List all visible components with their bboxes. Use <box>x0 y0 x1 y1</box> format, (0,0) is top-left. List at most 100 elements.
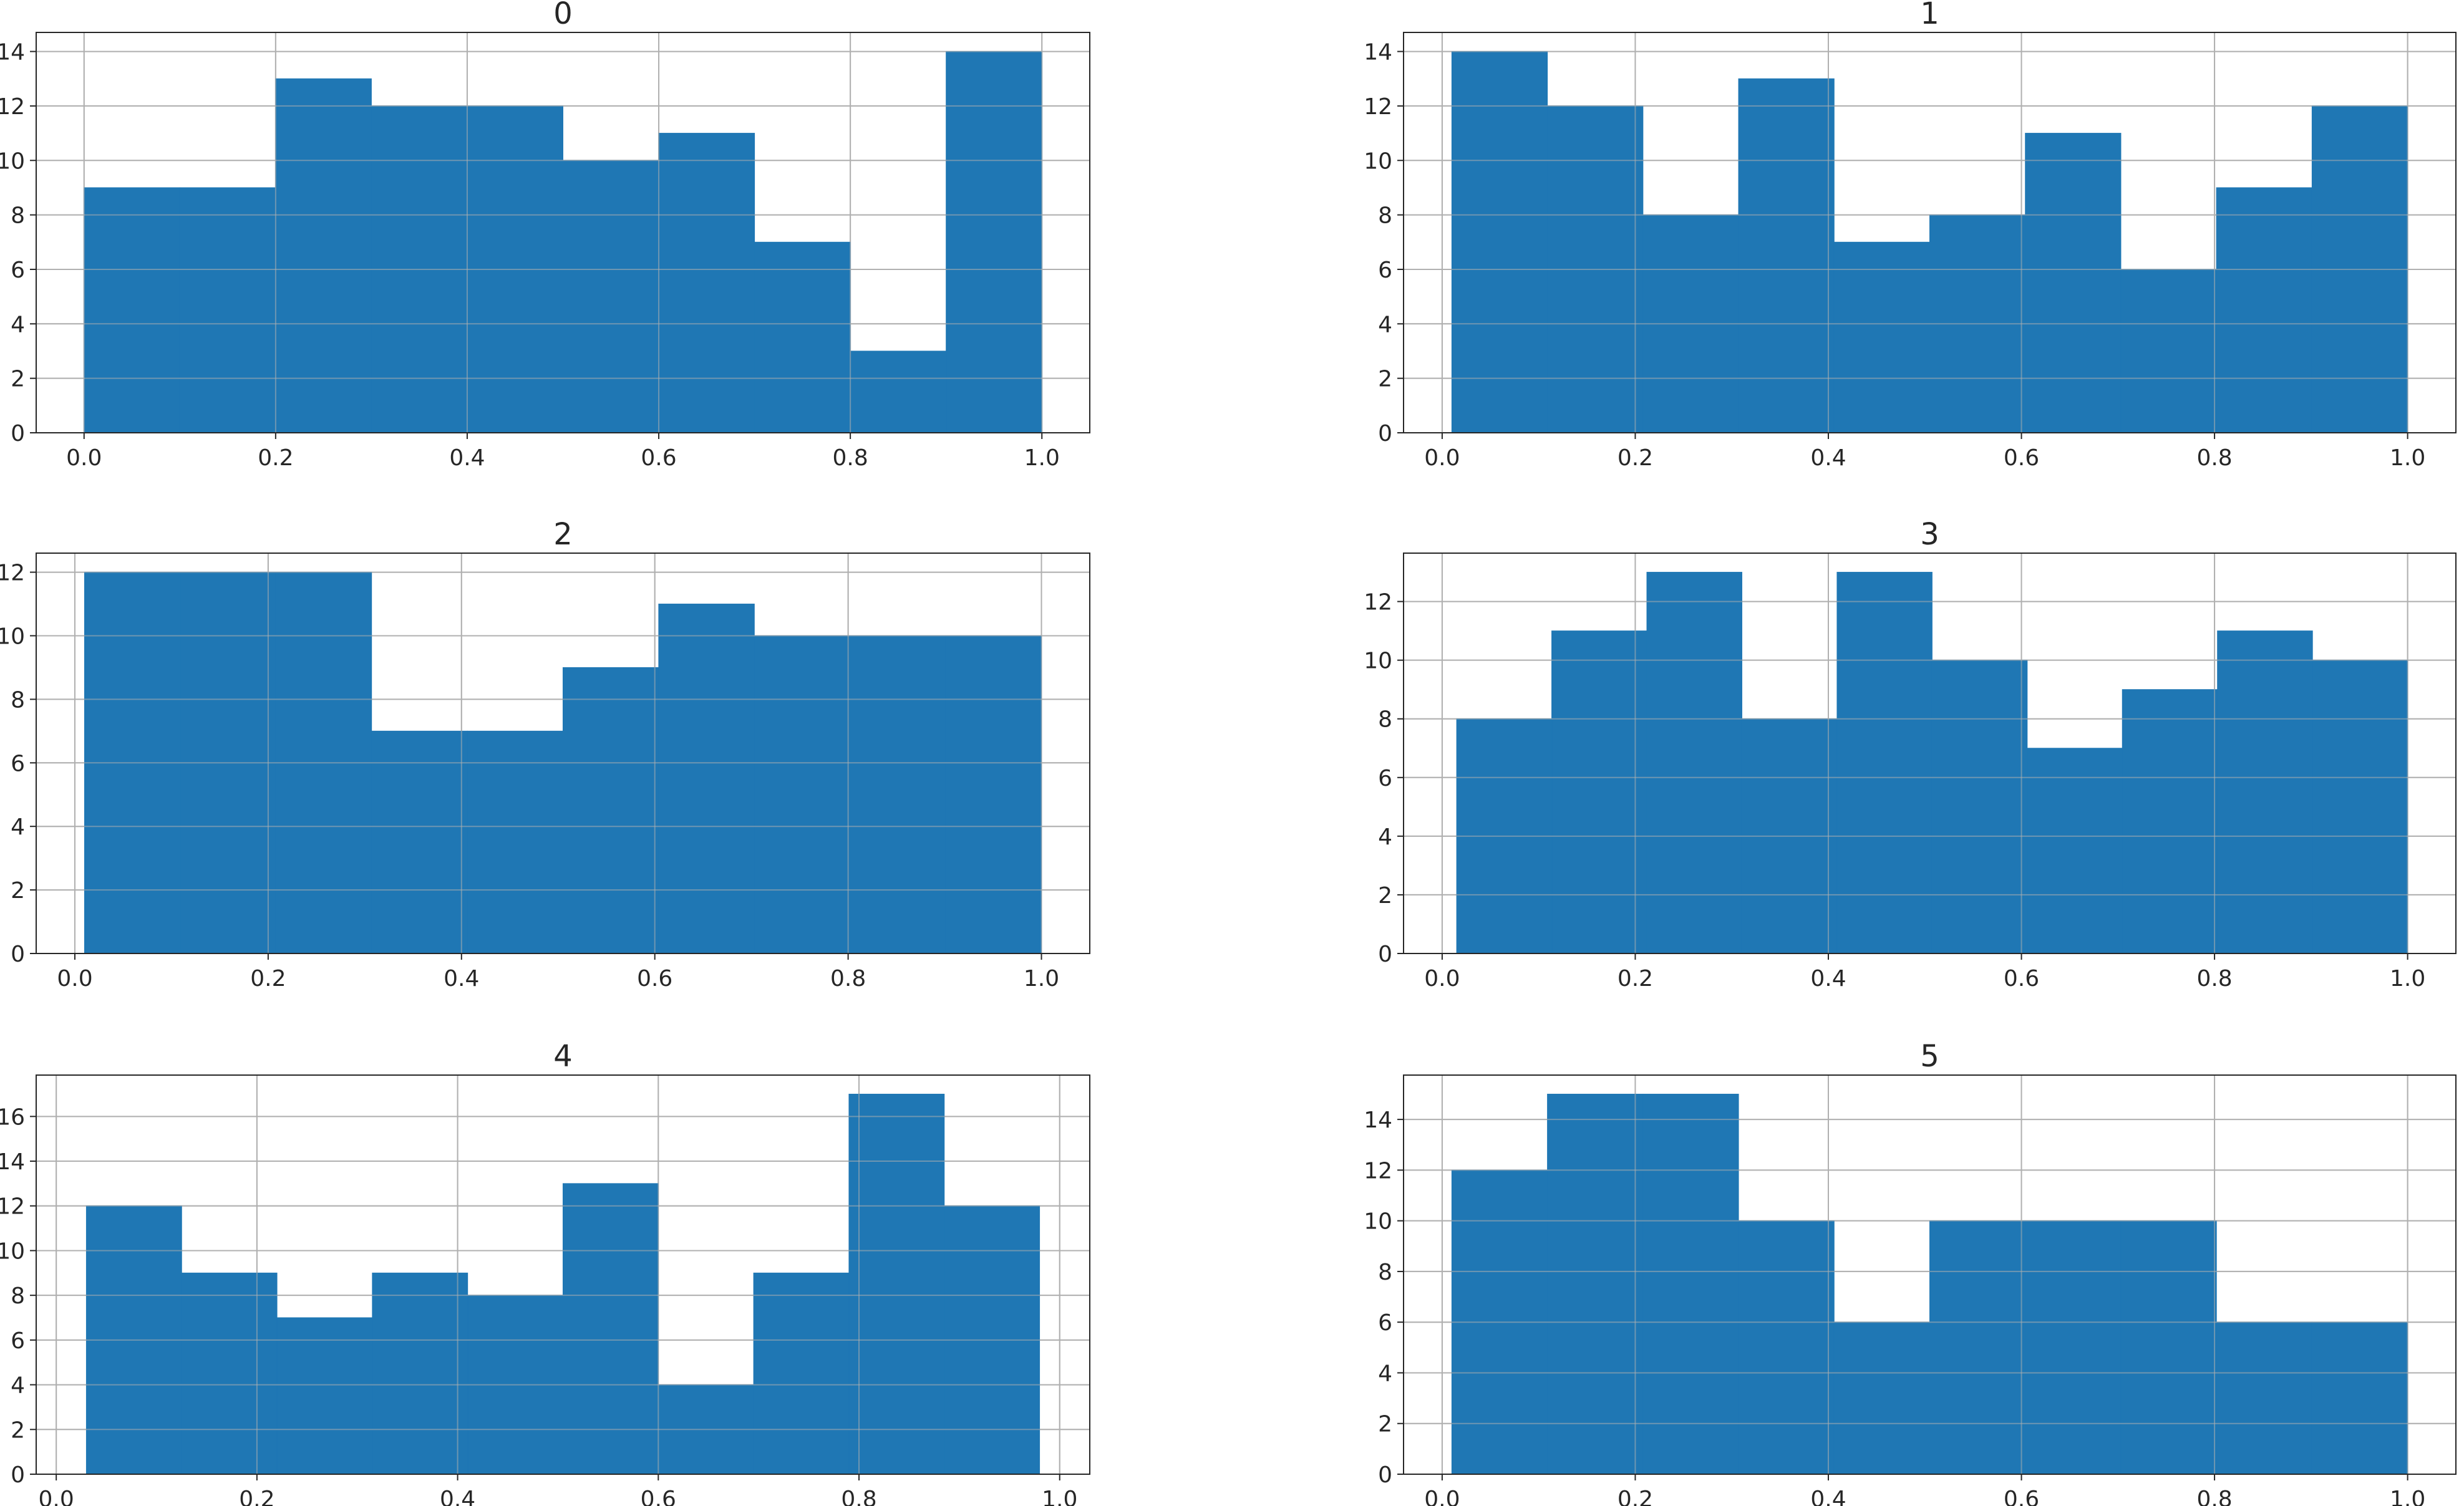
y-tick-label: 4 <box>11 312 25 337</box>
y-tick-label: 0 <box>11 942 25 967</box>
histogram-bar <box>1551 630 1647 954</box>
y-tick-label: 10 <box>0 148 25 174</box>
histogram-bar <box>276 1317 373 1475</box>
histogram-bar <box>1451 51 1548 433</box>
histogram-panel-2: 0.0 0.2 0.4 0.6 0.8 1.0 0 2 4 6 8 10 12 2 <box>0 517 1090 992</box>
y-tick-label: 4 <box>1378 1361 1392 1386</box>
x-tick-label: 0.2 <box>258 445 293 471</box>
x-tick-label: 1.0 <box>2390 1487 2425 1506</box>
histogram-bar <box>372 1272 468 1475</box>
y-tick-label: 6 <box>1378 258 1392 283</box>
y-tick-label: 10 <box>0 1238 25 1264</box>
y-tick-label: 0 <box>1378 1462 1392 1488</box>
y-tick-label: 8 <box>1378 1260 1392 1285</box>
y-tick-label: 8 <box>1378 203 1392 229</box>
x-tick-label: 0.8 <box>841 1487 876 1506</box>
x-tick-label: 0.8 <box>2196 966 2232 992</box>
x-tick-label: 0.4 <box>444 966 479 992</box>
panel-title: 2 <box>553 517 573 552</box>
y-tick-label: 2 <box>11 367 25 392</box>
y-tick-label: 0 <box>1378 421 1392 446</box>
x-tick-label: 0.0 <box>39 1487 74 1506</box>
histogram-bar <box>1646 572 1742 954</box>
histogram-bar <box>2216 1321 2312 1475</box>
histogram-bar <box>848 1093 945 1475</box>
y-tick-label: 4 <box>1378 824 1392 850</box>
axes-frame <box>36 32 1090 433</box>
y-tick-label: 8 <box>11 203 25 229</box>
y-tick-label: 6 <box>11 1328 25 1354</box>
y-tick-label: 8 <box>11 687 25 713</box>
histogram-bar <box>850 635 946 954</box>
x-tick-label: 0.8 <box>833 445 868 471</box>
x-tick-label: 0.4 <box>449 445 485 471</box>
y-tick-label: 6 <box>1378 1310 1392 1336</box>
y-tick-label: 2 <box>1378 883 1392 909</box>
y-tick-label: 12 <box>1364 590 1392 615</box>
histogram-bar <box>658 133 755 433</box>
histogram-panel-5: 0.0 0.2 0.4 0.6 0.8 1.0 0 2 4 6 8 10 12 14 5 <box>1364 1039 2457 1506</box>
histogram-bar <box>1833 1321 1931 1475</box>
histogram-bar <box>2120 269 2217 433</box>
histogram-bar <box>1642 1093 1739 1475</box>
axes-frame <box>1403 1074 2457 1475</box>
y-tick-label: 6 <box>1378 766 1392 791</box>
x-tick-label: 0.8 <box>2196 1487 2232 1506</box>
panel-title: 1 <box>1920 0 1939 31</box>
histogram-bar <box>467 730 563 954</box>
x-tick-label: 0.6 <box>641 1487 676 1506</box>
y-tick-label: 6 <box>11 258 25 283</box>
y-tick-label: 0 <box>1378 942 1392 967</box>
x-tick-label: 1.0 <box>2390 966 2425 992</box>
y-tick-label: 10 <box>1364 649 1392 674</box>
histogram-bar <box>563 1183 659 1475</box>
x-tick-label: 0.4 <box>440 1487 475 1506</box>
y-tick-label: 12 <box>1364 1158 1392 1184</box>
histogram-panel-1: 0.0 0.2 0.4 0.6 0.8 1.0 0 2 4 6 8 10 12 14 1 <box>1364 0 2457 471</box>
histogram-bar <box>2025 1220 2122 1475</box>
y-tick-label: 14 <box>1364 1108 1392 1133</box>
histogram-bar <box>658 604 755 954</box>
y-tick-label: 12 <box>0 94 25 120</box>
histogram-bar <box>850 350 947 433</box>
x-tick-label: 0.2 <box>250 966 286 992</box>
histogram-bar <box>2025 133 2122 433</box>
y-tick-label: 14 <box>1364 40 1392 65</box>
y-tick-label: 14 <box>0 1149 25 1175</box>
x-tick-label: 0.0 <box>1424 445 1460 471</box>
x-tick-label: 0.8 <box>830 966 866 992</box>
x-tick-label: 0.4 <box>1810 445 1846 471</box>
x-tick-label: 0.0 <box>57 966 92 992</box>
histogram-bar <box>753 1272 850 1475</box>
histogram-bar <box>1931 660 2028 954</box>
histogram-bar <box>563 667 659 954</box>
y-tick-label: 0 <box>11 421 25 446</box>
histogram-panel-3: 0.0 0.2 0.4 0.6 0.8 1.0 0 2 4 6 8 10 12 3 <box>1364 517 2457 992</box>
x-tick-label: 0.2 <box>1618 966 1653 992</box>
histogram-bar <box>1836 572 1933 954</box>
x-tick-label: 1.0 <box>1042 1487 1077 1506</box>
y-tick-label: 2 <box>11 1417 25 1443</box>
x-tick-label: 0.2 <box>1618 1487 1653 1506</box>
x-tick-label: 1.0 <box>1024 445 1060 471</box>
histogram-bar <box>84 187 180 433</box>
axes-frame <box>36 1074 1090 1475</box>
histogram-bar <box>2120 1220 2217 1475</box>
histogram-bar <box>275 78 372 433</box>
y-tick-label: 10 <box>1364 1209 1392 1235</box>
histogram-bar <box>1833 241 1931 433</box>
histogram-bar <box>2122 689 2218 954</box>
histogram-bar <box>946 51 1042 433</box>
y-tick-label: 16 <box>0 1104 25 1130</box>
histogram-bar <box>181 1272 278 1475</box>
histogram-bar <box>563 160 659 433</box>
x-tick-label: 0.4 <box>1810 1487 1846 1506</box>
x-tick-label: 0.6 <box>641 445 676 471</box>
y-tick-label: 8 <box>1378 707 1392 733</box>
x-tick-label: 0.6 <box>637 966 672 992</box>
y-tick-label: 6 <box>11 751 25 776</box>
x-tick-label: 0.6 <box>2004 1487 2039 1506</box>
histogram-bar <box>945 635 1042 954</box>
panel-title: 4 <box>553 1039 573 1074</box>
